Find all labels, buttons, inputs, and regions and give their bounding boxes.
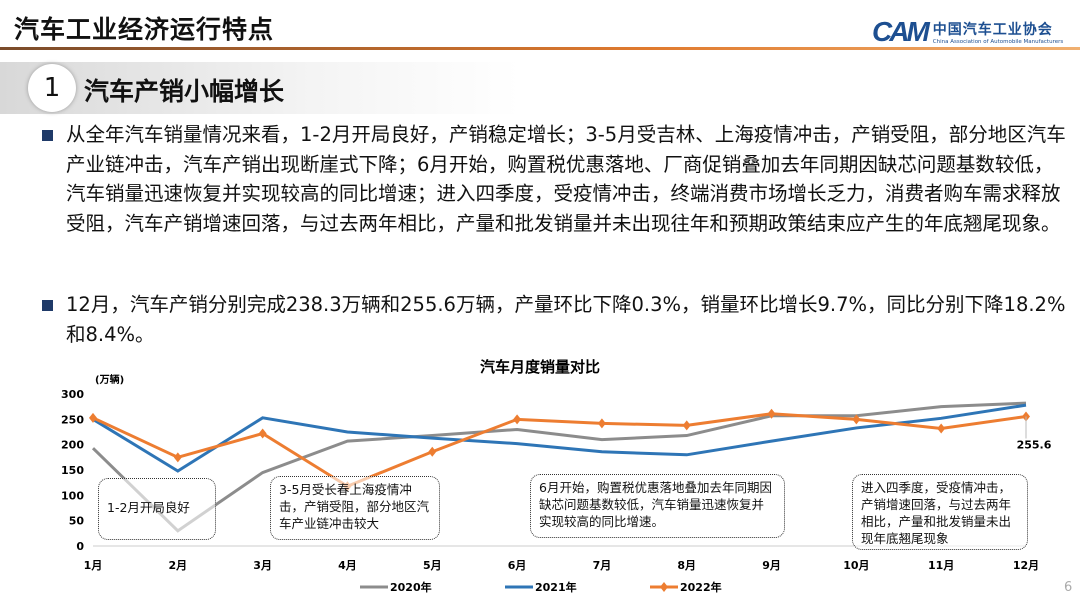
y-tick-label: 300 (61, 388, 84, 401)
section-title: 汽车产销小幅增长 (84, 77, 285, 106)
logo-mark: CAM (872, 16, 930, 47)
bullet-1: 从全年汽车销量情况来看，1-2月开局良好，产销稳定增长；3-5月受吉林、上海疫情… (40, 120, 1070, 238)
data-point (852, 414, 861, 425)
y-tick-label: 150 (61, 464, 84, 477)
y-tick-label: 250 (61, 413, 84, 426)
x-tick-label: 11月 (928, 559, 954, 572)
x-tick-label: 9月 (762, 559, 781, 572)
x-tick-label: 8月 (677, 559, 696, 572)
header-divider (0, 47, 1080, 50)
data-point (682, 420, 691, 431)
x-tick-label: 5月 (423, 559, 442, 572)
data-label: 255.6 (1017, 438, 1052, 451)
y-tick-label: 50 (69, 515, 85, 528)
chart-title: 汽车月度销量对比 (480, 358, 600, 376)
y-tick-label: 200 (61, 439, 84, 452)
data-point (89, 412, 97, 423)
section-number: 1 (28, 64, 76, 112)
caam-logo: CAM 中国汽车工业协会 China Association of Automo… (872, 16, 1063, 48)
legend-label: 2021年 (535, 580, 577, 594)
page-number: 6 (1064, 580, 1073, 595)
series-line-2022年 (92, 412, 1027, 488)
data-point (513, 414, 522, 425)
logo-en: China Association of Automobile Manufact… (932, 39, 1064, 45)
bullet-square-icon (42, 300, 53, 311)
data-point (597, 418, 606, 429)
note-mar-may: 3-5月受长春上海疫情冲击，产销受阻，部分地区汽车产业链冲击较大 (270, 476, 440, 540)
x-tick-label: 10月 (843, 559, 869, 572)
y-axis-unit: (万辆) (95, 373, 124, 386)
x-tick-label: 12月 (1013, 559, 1039, 572)
series-line-2020年 (91, 401, 1027, 533)
x-tick-label: 6月 (508, 559, 527, 572)
note-jan-feb: 1-2月开局良好 (98, 478, 216, 540)
x-tick-label: 7月 (593, 559, 612, 572)
x-tick-label: 4月 (338, 559, 357, 572)
x-tick-label: 2月 (168, 559, 187, 572)
legend-marker (660, 582, 668, 592)
bullet-text: 12月，汽车产销分别完成238.3万辆和255.6万辆，产量环比下降0.3%，销… (66, 293, 1066, 346)
legend-label: 2022年 (680, 580, 722, 594)
data-point (258, 428, 267, 439)
legend-label: 2020年 (390, 580, 432, 594)
note-jun: 6月开始，购置税优惠落地叠加去年同期因缺芯问题基数较低，汽车销量迅速恢复并实现较… (530, 474, 785, 538)
x-tick-label: 1月 (84, 559, 103, 572)
data-point (173, 452, 182, 463)
y-tick-label: 0 (76, 540, 84, 553)
section-band (0, 62, 520, 114)
bullet-2: 12月，汽车产销分别完成238.3万辆和255.6万辆，产量环比下降0.3%，销… (40, 290, 1070, 349)
data-point (428, 446, 437, 457)
bullet-square-icon (42, 130, 53, 141)
bullet-text: 从全年汽车销量情况来看，1-2月开局良好，产销稳定增长；3-5月受吉林、上海疫情… (66, 123, 1066, 235)
data-point (937, 423, 946, 434)
page-title: 汽车工业经济运行特点 (14, 15, 275, 44)
note-q4: 进入四季度，受疫情冲击，产销增速回落，与过去两年相比，产量和批发销量未出现年底翘… (852, 474, 1028, 550)
y-tick-label: 100 (61, 489, 84, 502)
logo-cn: 中国汽车工业协会 (932, 22, 1053, 38)
series-line-2021年 (92, 403, 1027, 473)
data-point (767, 408, 776, 419)
x-tick-label: 3月 (253, 559, 272, 572)
